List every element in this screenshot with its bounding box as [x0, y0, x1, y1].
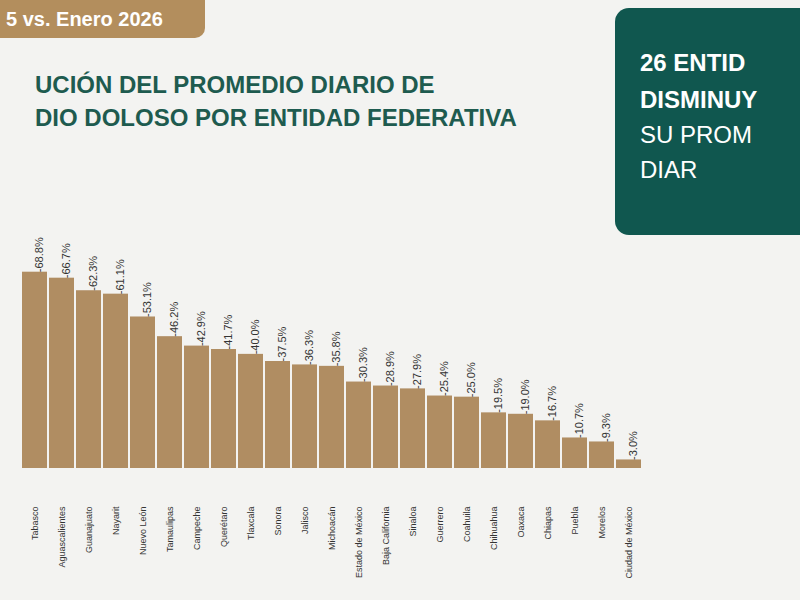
svg-text:Sinaloa: Sinaloa: [408, 507, 418, 537]
svg-text:Querétaro: Querétaro: [219, 507, 229, 548]
svg-text:-66.7%: -66.7%: [60, 243, 72, 278]
svg-text:-37.5%: -37.5%: [276, 326, 288, 361]
svg-text:-30.3%: -30.3%: [357, 347, 369, 382]
svg-text:-19.5%: -19.5%: [492, 378, 504, 413]
html-text:DIAR: DIAR: [640, 156, 698, 183]
svg-text:Morelos: Morelos: [597, 506, 607, 539]
svg-text:Sonora: Sonora: [273, 507, 283, 536]
svg-text:-40.0%: -40.0%: [249, 319, 261, 354]
svg-text:-9.3%: -9.3%: [600, 413, 612, 442]
svg-text:Chiapas: Chiapas: [543, 506, 553, 540]
svg-text:Baja California: Baja California: [381, 507, 391, 566]
svg-text:-35.8%: -35.8%: [330, 331, 342, 366]
svg-text:-62.3%: -62.3%: [87, 256, 99, 291]
html-text:DISMINUY: DISMINUY: [640, 86, 758, 113]
svg-text:Campeche: Campeche: [192, 507, 202, 551]
svg-text:Tlaxcala: Tlaxcala: [246, 507, 256, 541]
svg-text:-19.0%: -19.0%: [519, 379, 531, 414]
svg-text:-25.4%: -25.4%: [438, 361, 450, 396]
svg-text:Tamaulipas: Tamaulipas: [165, 506, 175, 552]
html-text:26 ENTID: 26 ENTID: [640, 49, 746, 76]
svg-text:-53.1%: -53.1%: [141, 282, 153, 317]
svg-text:-36.3%: -36.3%: [303, 330, 315, 365]
html-text:UCIÓN DEL PROMEDIO DIARIO DE: UCIÓN DEL PROMEDIO DIARIO DE: [35, 71, 435, 98]
svg-text:Nayarit: Nayarit: [111, 506, 121, 535]
svg-text:Michoacán: Michoacán: [327, 507, 337, 551]
svg-text:Estado de México: Estado de México: [354, 507, 364, 579]
svg-text:Aguascalientes: Aguascalientes: [57, 506, 67, 568]
svg-text:Ciudad de México: Ciudad de México: [624, 507, 634, 579]
svg-text:Nuevo León: Nuevo León: [138, 507, 148, 556]
svg-text:Chihuahua: Chihuahua: [489, 507, 499, 551]
html-text:SU PROM: SU PROM: [640, 121, 752, 148]
svg-text:-68.8%: -68.8%: [33, 237, 45, 272]
svg-text:-41.7%: -41.7%: [222, 314, 234, 349]
svg-text:-28.9%: -28.9%: [384, 351, 396, 386]
svg-text:Tabasco: Tabasco: [30, 507, 40, 541]
svg-text:-16.7%: -16.7%: [546, 386, 558, 421]
svg-text:Puebla: Puebla: [570, 507, 580, 535]
svg-text:-61.1%: -61.1%: [114, 259, 126, 294]
svg-text:Coahuila: Coahuila: [462, 507, 472, 543]
svg-text:-10.7%: -10.7%: [573, 403, 585, 438]
svg-text:-46.2%: -46.2%: [168, 302, 180, 337]
svg-text:Guanajuato: Guanajuato: [84, 507, 94, 554]
svg-text:Jalisco: Jalisco: [300, 507, 310, 535]
svg-text:-25.0%: -25.0%: [465, 362, 477, 397]
svg-text:-3.0%: -3.0%: [627, 431, 639, 460]
svg-text:Guerrero: Guerrero: [435, 507, 445, 543]
html-text:5 vs. Enero 2026: 5 vs. Enero 2026: [6, 8, 163, 30]
svg-text:-27.9%: -27.9%: [411, 354, 423, 389]
svg-text:-42.9%: -42.9%: [195, 311, 207, 346]
svg-text:Oaxaca: Oaxaca: [516, 507, 526, 538]
html-text:DIO DOLOSO POR ENTIDAD FEDERAT: DIO DOLOSO POR ENTIDAD FEDERATIVA: [35, 104, 517, 131]
